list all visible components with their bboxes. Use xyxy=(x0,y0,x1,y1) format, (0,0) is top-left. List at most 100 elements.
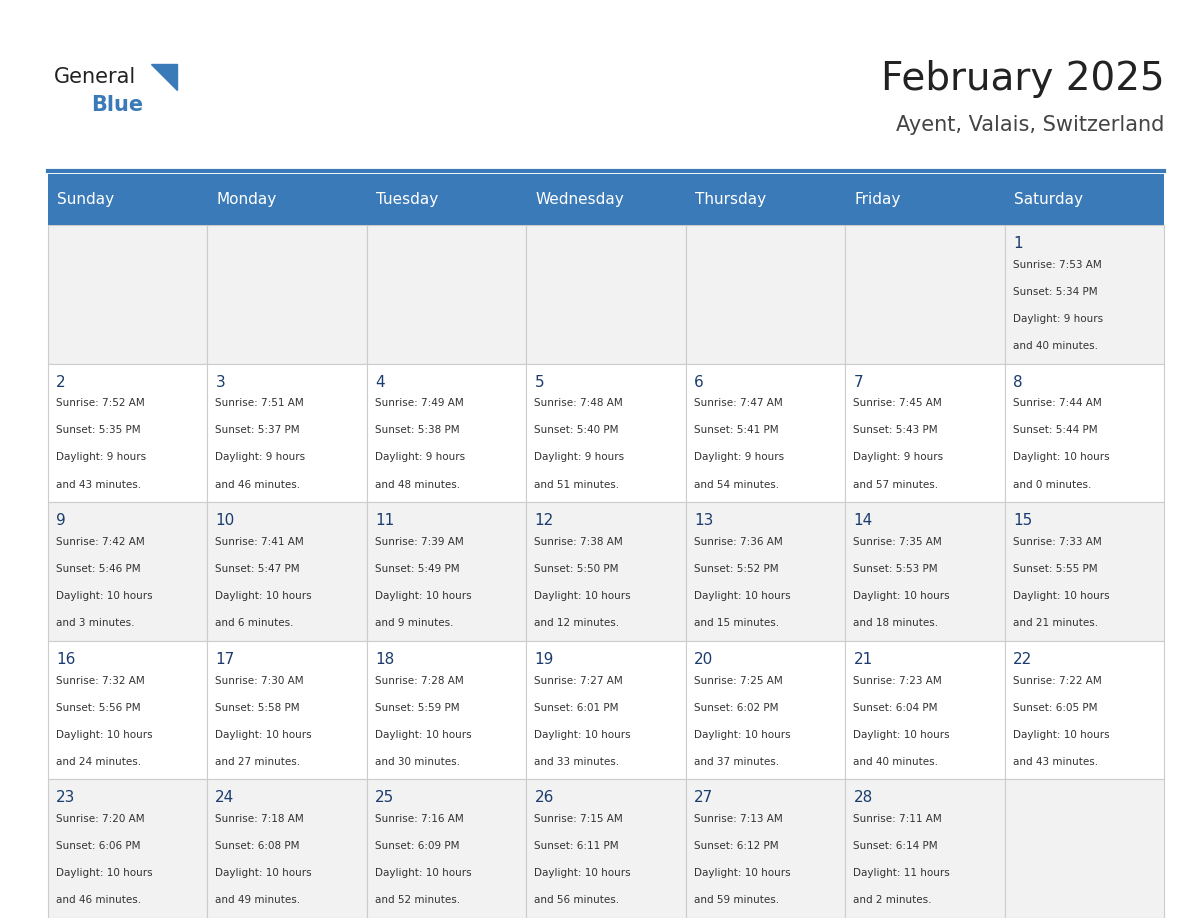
Text: and 30 minutes.: and 30 minutes. xyxy=(375,756,460,767)
Text: Sunset: 6:04 PM: Sunset: 6:04 PM xyxy=(853,702,939,712)
Bar xyxy=(685,641,845,779)
Text: Daylight: 9 hours: Daylight: 9 hours xyxy=(375,453,465,463)
Bar xyxy=(1005,174,1164,225)
Text: Daylight: 10 hours: Daylight: 10 hours xyxy=(535,868,631,879)
Text: Daylight: 10 hours: Daylight: 10 hours xyxy=(694,868,790,879)
Text: Daylight: 10 hours: Daylight: 10 hours xyxy=(375,591,472,601)
Bar xyxy=(845,502,1005,641)
Text: 26: 26 xyxy=(535,790,554,805)
Bar xyxy=(367,174,526,225)
Text: and 21 minutes.: and 21 minutes. xyxy=(1013,618,1098,628)
Text: Sunrise: 7:18 AM: Sunrise: 7:18 AM xyxy=(215,814,304,824)
Text: and 43 minutes.: and 43 minutes. xyxy=(56,479,141,489)
Text: Sunset: 6:02 PM: Sunset: 6:02 PM xyxy=(694,702,778,712)
Polygon shape xyxy=(151,64,177,90)
Text: Sunset: 6:06 PM: Sunset: 6:06 PM xyxy=(56,841,140,851)
Bar xyxy=(1005,779,1164,918)
Text: 21: 21 xyxy=(853,652,873,666)
Bar xyxy=(1005,364,1164,502)
Text: Daylight: 10 hours: Daylight: 10 hours xyxy=(1013,730,1110,740)
Bar xyxy=(48,779,207,918)
Text: Daylight: 10 hours: Daylight: 10 hours xyxy=(853,730,950,740)
Text: and 12 minutes.: and 12 minutes. xyxy=(535,618,620,628)
Text: 22: 22 xyxy=(1013,652,1032,666)
Bar xyxy=(207,364,367,502)
Text: 23: 23 xyxy=(56,790,75,805)
Bar xyxy=(1005,502,1164,641)
Text: and 18 minutes.: and 18 minutes. xyxy=(853,618,939,628)
Text: Sunset: 5:53 PM: Sunset: 5:53 PM xyxy=(853,564,939,574)
Bar xyxy=(1005,641,1164,779)
Text: Sunset: 6:12 PM: Sunset: 6:12 PM xyxy=(694,841,778,851)
Text: Daylight: 10 hours: Daylight: 10 hours xyxy=(375,730,472,740)
Text: Sunrise: 7:44 AM: Sunrise: 7:44 AM xyxy=(1013,398,1101,409)
Text: Tuesday: Tuesday xyxy=(377,192,438,207)
Text: 7: 7 xyxy=(853,375,864,389)
Text: Sunset: 6:11 PM: Sunset: 6:11 PM xyxy=(535,841,619,851)
Text: and 40 minutes.: and 40 minutes. xyxy=(853,756,939,767)
Text: Sunrise: 7:41 AM: Sunrise: 7:41 AM xyxy=(215,537,304,547)
Text: 3: 3 xyxy=(215,375,225,389)
Text: 25: 25 xyxy=(375,790,394,805)
Text: 5: 5 xyxy=(535,375,544,389)
Text: and 46 minutes.: and 46 minutes. xyxy=(215,479,301,489)
Text: Daylight: 10 hours: Daylight: 10 hours xyxy=(215,730,312,740)
Bar xyxy=(367,364,526,502)
Text: Sunset: 5:43 PM: Sunset: 5:43 PM xyxy=(853,425,939,435)
Text: Sunset: 5:38 PM: Sunset: 5:38 PM xyxy=(375,425,460,435)
Text: 10: 10 xyxy=(215,513,234,528)
Text: Sunset: 6:01 PM: Sunset: 6:01 PM xyxy=(535,702,619,712)
Text: and 54 minutes.: and 54 minutes. xyxy=(694,479,779,489)
Text: Sunset: 5:55 PM: Sunset: 5:55 PM xyxy=(1013,564,1098,574)
Text: Sunrise: 7:20 AM: Sunrise: 7:20 AM xyxy=(56,814,145,824)
Text: Sunset: 5:59 PM: Sunset: 5:59 PM xyxy=(375,702,460,712)
Text: 6: 6 xyxy=(694,375,703,389)
Text: Daylight: 9 hours: Daylight: 9 hours xyxy=(694,453,784,463)
Text: Sunset: 6:09 PM: Sunset: 6:09 PM xyxy=(375,841,460,851)
Text: 12: 12 xyxy=(535,513,554,528)
Bar xyxy=(207,779,367,918)
Text: Sunrise: 7:27 AM: Sunrise: 7:27 AM xyxy=(535,676,624,686)
Text: Sunrise: 7:52 AM: Sunrise: 7:52 AM xyxy=(56,398,145,409)
Text: 28: 28 xyxy=(853,790,873,805)
Text: Daylight: 9 hours: Daylight: 9 hours xyxy=(1013,314,1104,324)
Text: Sunset: 6:14 PM: Sunset: 6:14 PM xyxy=(853,841,939,851)
Text: and 2 minutes.: and 2 minutes. xyxy=(853,895,933,905)
Text: Daylight: 10 hours: Daylight: 10 hours xyxy=(694,730,790,740)
Text: 14: 14 xyxy=(853,513,873,528)
Bar xyxy=(1005,225,1164,364)
Text: 2: 2 xyxy=(56,375,65,389)
Text: and 37 minutes.: and 37 minutes. xyxy=(694,756,779,767)
Bar xyxy=(845,641,1005,779)
Text: Sunrise: 7:33 AM: Sunrise: 7:33 AM xyxy=(1013,537,1101,547)
Text: 13: 13 xyxy=(694,513,713,528)
Text: and 43 minutes.: and 43 minutes. xyxy=(1013,756,1098,767)
Text: and 40 minutes.: and 40 minutes. xyxy=(1013,341,1098,351)
Bar xyxy=(845,779,1005,918)
Text: Sunrise: 7:48 AM: Sunrise: 7:48 AM xyxy=(535,398,624,409)
Text: Saturday: Saturday xyxy=(1015,192,1083,207)
Text: and 33 minutes.: and 33 minutes. xyxy=(535,756,620,767)
Text: Daylight: 10 hours: Daylight: 10 hours xyxy=(535,730,631,740)
Text: 17: 17 xyxy=(215,652,234,666)
Text: Sunrise: 7:47 AM: Sunrise: 7:47 AM xyxy=(694,398,783,409)
Text: Daylight: 9 hours: Daylight: 9 hours xyxy=(853,453,943,463)
Text: 9: 9 xyxy=(56,513,65,528)
Text: Sunrise: 7:32 AM: Sunrise: 7:32 AM xyxy=(56,676,145,686)
Text: and 0 minutes.: and 0 minutes. xyxy=(1013,479,1092,489)
Bar xyxy=(207,641,367,779)
Bar xyxy=(207,225,367,364)
Text: Daylight: 10 hours: Daylight: 10 hours xyxy=(56,868,152,879)
Text: Monday: Monday xyxy=(216,192,277,207)
Text: Sunrise: 7:42 AM: Sunrise: 7:42 AM xyxy=(56,537,145,547)
Text: 27: 27 xyxy=(694,790,713,805)
Text: Sunset: 5:41 PM: Sunset: 5:41 PM xyxy=(694,425,778,435)
Text: Sunset: 5:46 PM: Sunset: 5:46 PM xyxy=(56,564,140,574)
Text: and 9 minutes.: and 9 minutes. xyxy=(375,618,454,628)
Text: Daylight: 10 hours: Daylight: 10 hours xyxy=(375,868,472,879)
Text: Sunrise: 7:35 AM: Sunrise: 7:35 AM xyxy=(853,537,942,547)
Bar xyxy=(685,225,845,364)
Text: Sunset: 5:56 PM: Sunset: 5:56 PM xyxy=(56,702,140,712)
Text: 1: 1 xyxy=(1013,236,1023,251)
Text: Sunday: Sunday xyxy=(57,192,114,207)
